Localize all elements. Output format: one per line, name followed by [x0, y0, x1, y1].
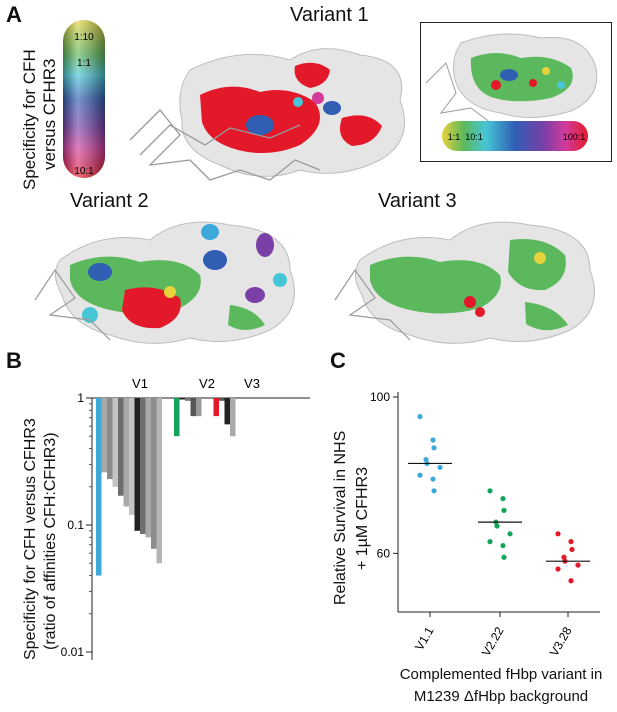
panel-b-bar-v1-1: [96, 398, 102, 576]
panel-b-bar-v1-3: [107, 398, 113, 480]
panel-b-bar-v1-5: [118, 398, 124, 496]
panel-b-bar-v1-2: [101, 398, 107, 473]
panel-c-letter: C: [330, 348, 346, 373]
panel-b-group-v3: V3: [244, 376, 260, 391]
panel-c-point-v1-1-1: [417, 413, 423, 420]
panel-c-point-v1-1-3: [431, 445, 437, 451]
inset-scale-mid-label: 10:1: [465, 132, 483, 142]
panel-c-point-v3-28-8: [568, 578, 574, 584]
inset-scale-left-label: 1:1: [448, 132, 461, 142]
panel-c-point-v1-1-9: [431, 488, 437, 494]
scale-bottom-label: 10:1: [74, 166, 94, 177]
panel-c-point-v2-22-1: [487, 488, 493, 494]
panel-c-category-label-3: V3.28: [547, 624, 575, 655]
panel-b-bar-v2-5: [196, 398, 202, 417]
panel-c-xlabel-line1: Complemented fHbp variant in: [399, 666, 603, 683]
panel-b-bar-chart: 1 0.1 0.01 V1 V2 V3: [61, 376, 310, 660]
panel-c-dot-plot: 100 60 V1.1 V2.22 V3.28: [370, 390, 600, 655]
variant-2-title: Variant 2: [70, 190, 149, 212]
panel-c-point-v1-1-8: [430, 476, 436, 482]
panel-b-bar-v1-8: [134, 398, 140, 531]
panel-a-ylabel-line2: versus CFHR3: [40, 58, 59, 170]
panel-b-bar-v1-10: [145, 398, 151, 538]
panel-c-point-v2-22-3: [501, 507, 507, 513]
panel-c-ytick-100: 100: [370, 390, 390, 404]
panel-b-ytick-1: 1: [77, 391, 84, 405]
panel-b-bar-v3-2: [219, 398, 225, 401]
panel-b-bar-v1-7: [129, 398, 135, 515]
panel-b-bar-v2-3: [185, 398, 191, 401]
variant-2-surface: [34, 221, 295, 344]
panel-c-xlabel-line2: M1239 ΔfHbp background: [413, 688, 589, 705]
panel-c-point-v2-22-2: [500, 496, 506, 502]
panel-b-bar-v3-4: [230, 398, 236, 437]
panel-b-bar-v1-4: [112, 398, 118, 487]
panel-c-category-label-1: V1.1: [412, 624, 437, 653]
panel-b-bar-v1-12: [156, 398, 162, 564]
panel-b-group-v1: V1: [132, 376, 148, 391]
variant-1-title: Variant 1: [290, 4, 369, 26]
variant-1-surface: [129, 48, 405, 181]
panel-b-bar-v1-9: [140, 398, 146, 534]
panel-b-bar-v2-1: [174, 398, 180, 437]
variant-1-inset: [420, 22, 612, 162]
scale-top-label: 1:10: [74, 32, 94, 43]
panel-c-point-v2-22-9: [501, 554, 507, 560]
panel-c-category-label-2: V2.22: [479, 624, 507, 655]
panel-c-point-v3-28-1: [555, 531, 561, 537]
panel-a-letter: A: [6, 2, 22, 27]
panel-c-point-v1-1-6: [437, 464, 443, 470]
inset-color-scale: 1:1 10:1 100:1: [442, 121, 588, 151]
panel-b-bar-v2-2: [179, 398, 185, 400]
panel-c-ytick-60: 60: [377, 546, 391, 560]
panel-c-point-v3-28-2: [568, 539, 574, 545]
panel-b-bar-v1-6: [123, 398, 129, 507]
panel-b-bar-v1-11: [151, 398, 157, 549]
panel-c-point-v2-22-7: [487, 539, 493, 545]
panel-c-point-v1-1-2: [430, 437, 436, 443]
panel-b-bar-v3-1: [213, 398, 219, 417]
panel-c-point-v3-28-7: [555, 566, 561, 572]
panel-c-point-v2-22-5: [494, 523, 500, 529]
scale-mid-label: 1:1: [77, 58, 91, 69]
panel-c-ylabel-line1: Relative Survival in NHS: [332, 430, 349, 605]
panel-c-point-v1-1-7: [417, 472, 423, 478]
variant-3-surface: [334, 221, 595, 344]
panel-c-point-v3-28-4: [561, 554, 567, 560]
panel-c-point-v2-22-8: [500, 542, 506, 549]
panel-b-ytick-0.01: 0.01: [61, 645, 85, 659]
panel-c-point-v1-1-4: [423, 456, 429, 463]
panel-b-letter: B: [6, 348, 22, 373]
inset-surface: [425, 33, 598, 124]
panel-c-point-v3-28-6: [575, 562, 581, 568]
panel-c-point-v2-22-6: [507, 531, 513, 537]
panel-b-ylabel-line1: Specificity for CFH versus CFHR3: [22, 418, 39, 660]
panel-c-point-v3-28-3: [569, 546, 575, 553]
panel-b-bar-v3-3: [224, 398, 230, 425]
variant-3-title: Variant 3: [378, 190, 457, 212]
specificity-color-scale: 1:10 1:1 10:1: [63, 20, 105, 178]
inset-scale-right-label: 100:1: [563, 132, 586, 142]
panel-b-group-v2: V2: [199, 376, 215, 391]
panel-a-ylabel-line1: Specificity for CFH: [20, 49, 39, 190]
panel-b-ytick-0.1: 0.1: [67, 518, 84, 532]
panel-b-bar-v2-4: [190, 398, 196, 417]
